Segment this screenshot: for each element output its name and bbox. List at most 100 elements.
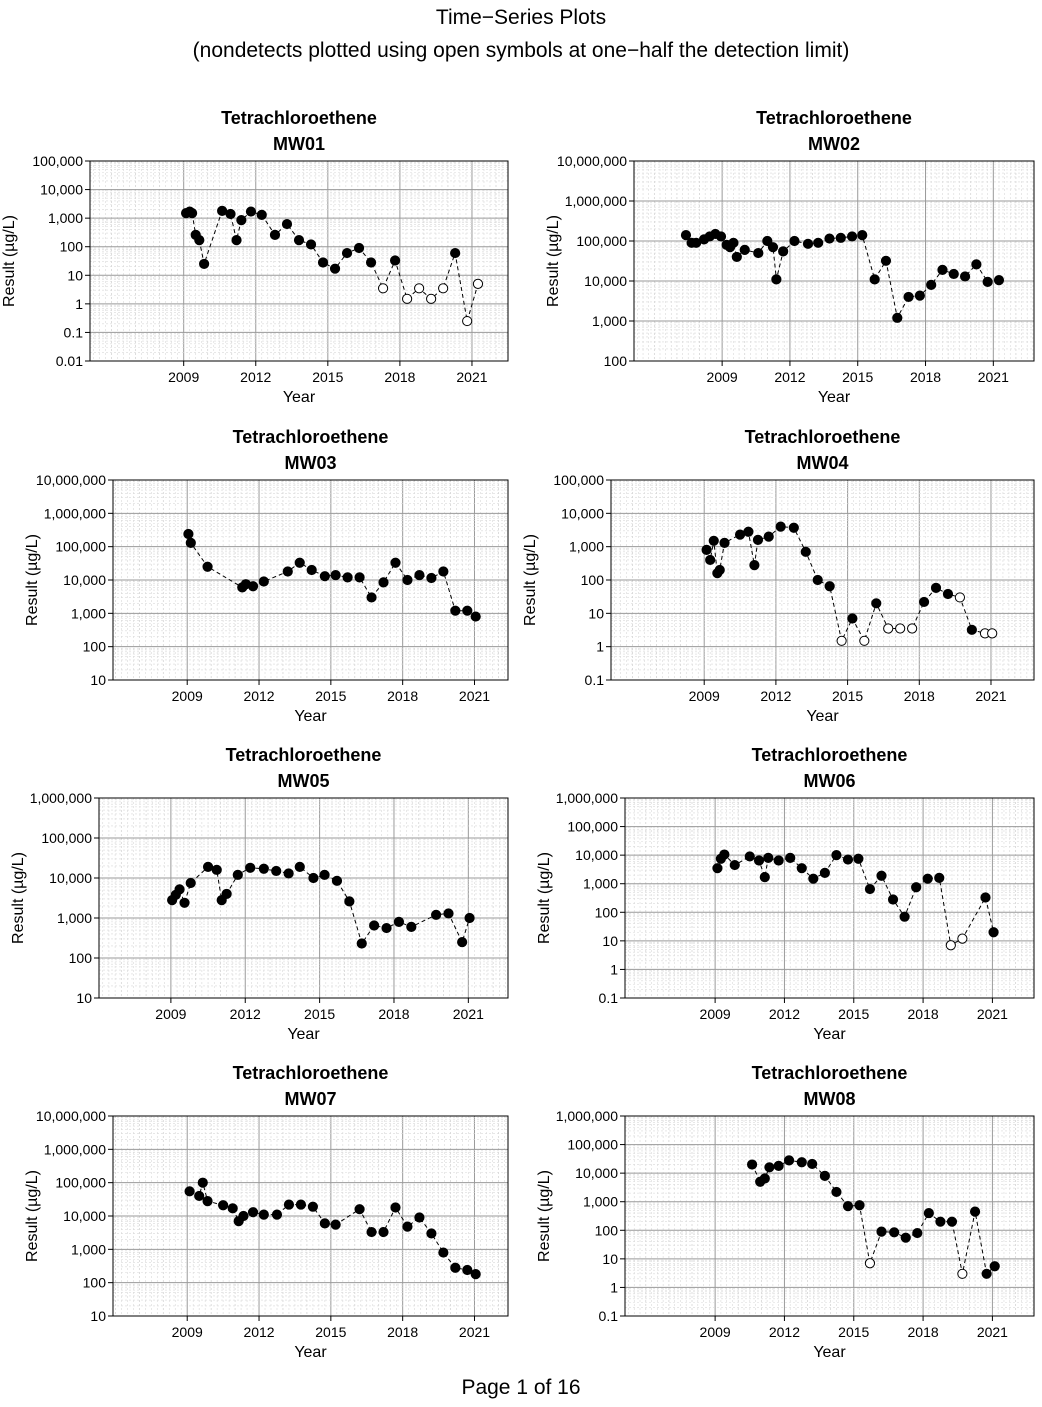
data-point-detect	[752, 534, 764, 545]
data-point-detect	[763, 852, 774, 864]
data-point-detect	[749, 559, 760, 571]
y-tick-label: 1,000	[48, 210, 83, 226]
data-point-detect	[406, 921, 417, 932]
data-point-detect	[857, 230, 868, 241]
x-tick-label: 2015	[838, 1324, 869, 1340]
data-point-detect	[431, 909, 442, 920]
data-point-detect	[470, 1269, 481, 1280]
x-tick-label: 2012	[769, 1006, 800, 1022]
y-tick-label: 100	[581, 572, 605, 588]
data-point-nondetect	[957, 1268, 968, 1279]
data-point-detect	[306, 564, 317, 576]
data-point-detect	[185, 877, 196, 889]
page-footer: Page 1 of 16	[461, 1376, 581, 1399]
data-point-detect	[462, 605, 473, 616]
data-point-detect	[331, 875, 343, 886]
data-point-detect	[281, 218, 293, 230]
chart-subtitle: MW02	[808, 134, 860, 154]
series-line	[171, 866, 471, 945]
data-point-detect	[443, 908, 454, 919]
data-point-detect	[232, 869, 243, 880]
y-tick-label: 10,000	[575, 847, 618, 863]
data-point-detect	[796, 1157, 807, 1168]
data-point-nondetect	[377, 283, 389, 294]
x-tick-label: 2009	[168, 369, 199, 385]
x-tick-label: 2015	[842, 369, 873, 385]
x-axis-label: Year	[806, 708, 839, 725]
x-tick-label: 2021	[975, 688, 1006, 704]
data-point-detect	[353, 242, 365, 254]
x-axis-label: Year	[287, 1026, 320, 1043]
data-point-detect	[271, 1209, 283, 1220]
data-point-detect	[450, 605, 461, 616]
data-point-detect	[414, 1212, 425, 1223]
chart-title: Tetrachloroethene	[233, 1063, 389, 1083]
data-point-detect	[796, 863, 807, 874]
data-point-detect	[708, 535, 719, 546]
x-tick-label: 2018	[387, 1324, 418, 1340]
data-point-detect	[271, 865, 282, 877]
data-point-detect	[294, 557, 305, 568]
y-axis-label: Result (µg/L)	[1, 215, 18, 307]
data-point-detect	[705, 554, 716, 566]
x-axis-label: Year	[294, 708, 327, 725]
x-tick-label: 2015	[315, 1324, 346, 1340]
data-point-detect	[880, 255, 892, 266]
data-point-nondetect	[954, 592, 966, 603]
data-point-detect	[824, 233, 835, 244]
y-tick-label: 100,000	[567, 819, 618, 835]
x-tick-label: 2018	[378, 1006, 409, 1022]
data-point-detect	[746, 1159, 758, 1170]
chart-subtitle: MW03	[284, 453, 336, 473]
data-point-detect	[739, 244, 750, 255]
data-point-detect	[903, 291, 914, 303]
data-point-detect	[258, 1209, 269, 1220]
data-point-detect	[988, 927, 999, 938]
chart-5: 10 100 1,000 10,000 100,000 1,000,000 2009 2012…	[10, 745, 509, 1043]
y-tick-label: 10,000	[63, 1208, 106, 1224]
y-tick-label: 1	[610, 961, 618, 977]
y-axis-label: Result (µg/L)	[522, 534, 539, 626]
data-point-detect	[247, 581, 259, 592]
data-point-detect	[194, 1190, 205, 1202]
data-point-detect	[457, 936, 468, 948]
x-tick-label: 2009	[172, 1324, 203, 1340]
y-tick-label: 1,000,000	[44, 1141, 106, 1157]
data-point-detect	[854, 1200, 865, 1211]
y-tick-label: 100,000	[55, 539, 106, 555]
data-point-detect	[808, 873, 819, 884]
data-point-detect	[753, 855, 765, 866]
x-tick-label: 2021	[453, 1006, 484, 1022]
data-point-nondetect	[859, 635, 870, 646]
data-point-detect	[701, 544, 712, 555]
x-axis-label: Year	[294, 1344, 327, 1361]
data-point-detect	[426, 572, 437, 584]
data-point-detect	[217, 205, 228, 216]
data-point-detect	[842, 854, 854, 865]
data-point-detect	[899, 911, 910, 922]
y-tick-label: 10,000	[584, 273, 627, 289]
y-tick-label: 1,000,000	[556, 1108, 618, 1124]
y-tick-label: 10,000	[63, 572, 106, 588]
data-point-detect	[900, 1232, 911, 1243]
x-tick-label: 2012	[769, 1324, 800, 1340]
chart-subtitle: MW01	[273, 134, 325, 154]
x-tick-label: 2021	[977, 1324, 1008, 1340]
data-point-detect	[462, 1264, 473, 1276]
data-point-detect	[307, 1201, 318, 1212]
data-point-detect	[923, 1207, 934, 1219]
x-tick-label: 2018	[904, 688, 935, 704]
x-tick-label: 2015	[838, 1006, 869, 1022]
data-point-detect	[402, 1221, 413, 1232]
data-point-detect	[876, 1226, 887, 1237]
data-point-detect	[381, 922, 392, 934]
data-point-detect	[365, 257, 377, 268]
data-point-nondetect	[462, 315, 473, 327]
y-axis-label: Result (µg/L)	[10, 852, 27, 944]
chart-subtitle: MW04	[796, 453, 848, 473]
chart-subtitle: MW07	[284, 1089, 336, 1109]
data-point-nondetect	[895, 623, 906, 634]
x-tick-label: 2012	[760, 688, 791, 704]
x-tick-label: 2009	[155, 1006, 186, 1022]
data-point-detect	[775, 521, 786, 532]
